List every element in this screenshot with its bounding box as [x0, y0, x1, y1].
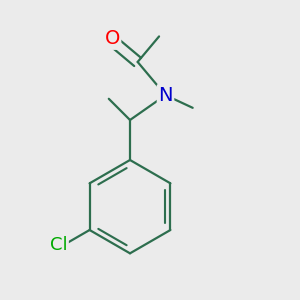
Text: N: N — [158, 85, 173, 105]
Text: O: O — [104, 29, 120, 48]
Text: Cl: Cl — [50, 236, 68, 254]
